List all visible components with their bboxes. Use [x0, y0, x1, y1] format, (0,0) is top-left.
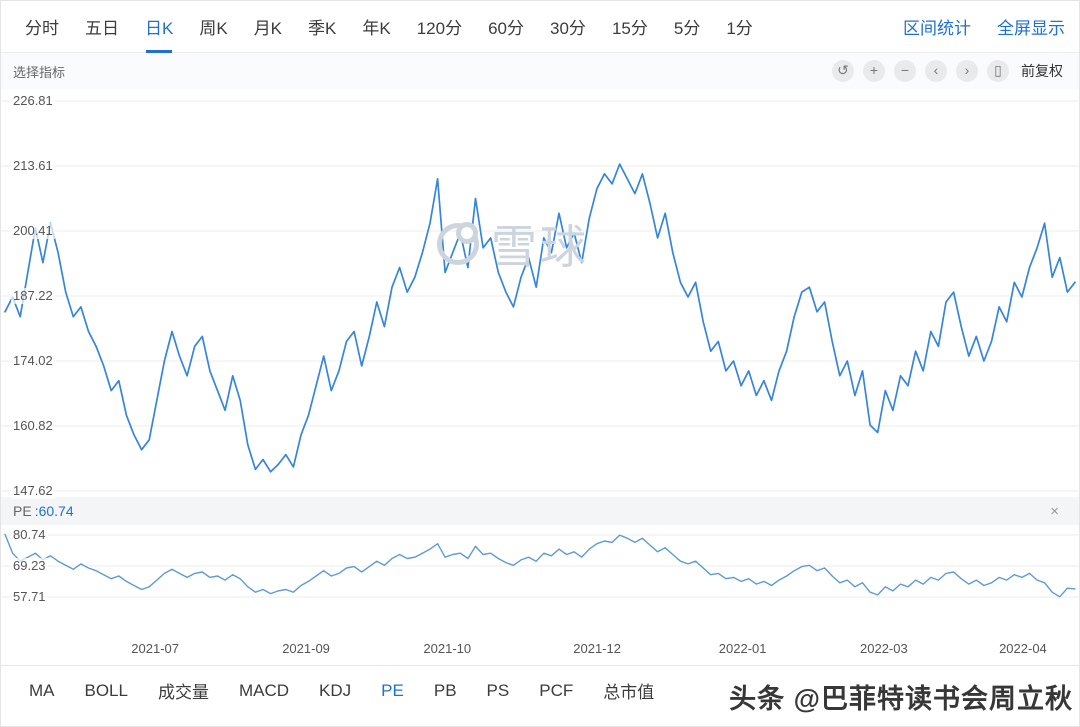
period-toolbar: 分时 五日 日K 周K 月K 季K 年K 120分 60分 30分 15分 5分 1分 区间统计 全屏显示 [1, 1, 1079, 53]
y-axis-label: 160.82 [11, 417, 55, 434]
link-fullscreen[interactable]: 全屏显示 [997, 19, 1065, 38]
y-axis-label: 200.41 [11, 223, 55, 239]
tab-m60[interactable]: 60分 [488, 19, 525, 38]
y-axis-label: 147.62 [11, 482, 55, 499]
link-range-stats[interactable]: 区间统计 [903, 19, 971, 38]
y-axis-label: 69.23 [11, 558, 48, 574]
tab-m1[interactable]: 1分 [726, 19, 753, 38]
chart-controls: ↺ + − ‹ › ▯ 前复权 [832, 60, 1063, 82]
indicator-tab-kdj[interactable]: KDJ [319, 680, 352, 700]
y-axis-label: 213.61 [11, 158, 55, 174]
pe-indicator-header: PE :60.74 × [1, 497, 1079, 525]
y-axis-label: 226.81 [11, 93, 55, 109]
x-axis-label: 2021-09 [282, 641, 330, 656]
chart-subbar: 选择指标 ↺ + − ‹ › ▯ 前复权 [1, 53, 1079, 89]
select-indicator-button[interactable]: 选择指标 [13, 64, 66, 80]
x-axis-label: 2022-04 [999, 641, 1047, 656]
pe-chart[interactable]: 80.74 69.23 57.71 [1, 525, 1079, 637]
y-axis-label: 187.22 [11, 287, 55, 304]
x-axis-label: 2022-01 [718, 641, 767, 656]
indicator-tab-pb[interactable]: PB [433, 680, 457, 700]
x-axis-label: 2021-12 [573, 641, 621, 656]
pe-chart-svg [1, 533, 1079, 598]
tab-m120[interactable]: 120分 [416, 19, 463, 38]
control-zoom-in-icon[interactable]: + [863, 60, 885, 82]
indicator-tab-market-cap[interactable]: 总市值 [603, 683, 655, 702]
indicator-tab-pcf[interactable]: PCF [539, 680, 574, 700]
y-axis-label: 80.74 [11, 527, 48, 543]
control-next-icon[interactable]: › [956, 60, 978, 82]
y-axis-label: 174.02 [11, 352, 55, 369]
x-axis-label: 2021-07 [131, 641, 179, 656]
tab-m15[interactable]: 15分 [611, 19, 648, 38]
x-axis-label: 2022-03 [860, 641, 908, 656]
period-tabs: 分时 五日 日K 周K 月K 季K 年K 120分 60分 30分 15分 5分 1分 [25, 1, 753, 53]
x-axis: 2021-07 2021-09 2021-10 2021-12 2022-01 2022-… [1, 637, 1079, 663]
tab-quarter-k[interactable]: 季K [308, 19, 337, 38]
pe-indicator-label: PE [13, 503, 32, 519]
indicator-toolbar: MA BOLL 成交量 MACD KDJ PE PB PS PCF 总市值 [1, 665, 1079, 715]
indicator-tab-macd[interactable]: MACD [238, 680, 290, 700]
indicator-tab-pe[interactable]: PE [381, 680, 404, 700]
tab-m5[interactable]: 5分 [673, 19, 701, 38]
adjust-mode-button[interactable]: 前复权 [1021, 63, 1063, 79]
y-axis-label: 57.71 [11, 589, 48, 606]
price-chart-svg [1, 100, 1079, 492]
control-zoom-out-icon[interactable]: − [894, 60, 916, 82]
toolbar-links: 区间统计 全屏显示 [903, 1, 1065, 52]
control-undo-icon[interactable]: ↺ [832, 60, 854, 82]
control-mobile-icon[interactable]: ▯ [987, 60, 1009, 82]
indicator-tab-ma[interactable]: MA [29, 680, 55, 700]
close-icon[interactable]: × [1050, 502, 1059, 520]
tab-day-k[interactable]: 日K [145, 1, 173, 53]
tab-m30[interactable]: 30分 [550, 19, 586, 38]
price-chart[interactable]: 雪球 226.81 213.61 200.41 187.22 174.02 160.82 1… [1, 89, 1079, 499]
tab-minute[interactable]: 分时 [25, 19, 59, 38]
x-axis-label: 2021-10 [423, 641, 472, 656]
indicator-tab-ps[interactable]: PS [486, 680, 510, 700]
indicator-tab-boll[interactable]: BOLL [84, 680, 128, 700]
tab-month-k[interactable]: 月K [253, 19, 283, 38]
control-prev-icon[interactable]: ‹ [925, 60, 947, 82]
indicator-tab-volume[interactable]: 成交量 [157, 683, 209, 702]
tab-week-k[interactable]: 周K [199, 19, 228, 38]
tab-year-k[interactable]: 年K [362, 19, 391, 38]
corner-watermark-text: 头条 @巴菲特读书会周立秋 [729, 684, 1073, 714]
pe-indicator-value: :60.74 [34, 503, 74, 519]
tab-five-day[interactable]: 五日 [85, 19, 119, 38]
